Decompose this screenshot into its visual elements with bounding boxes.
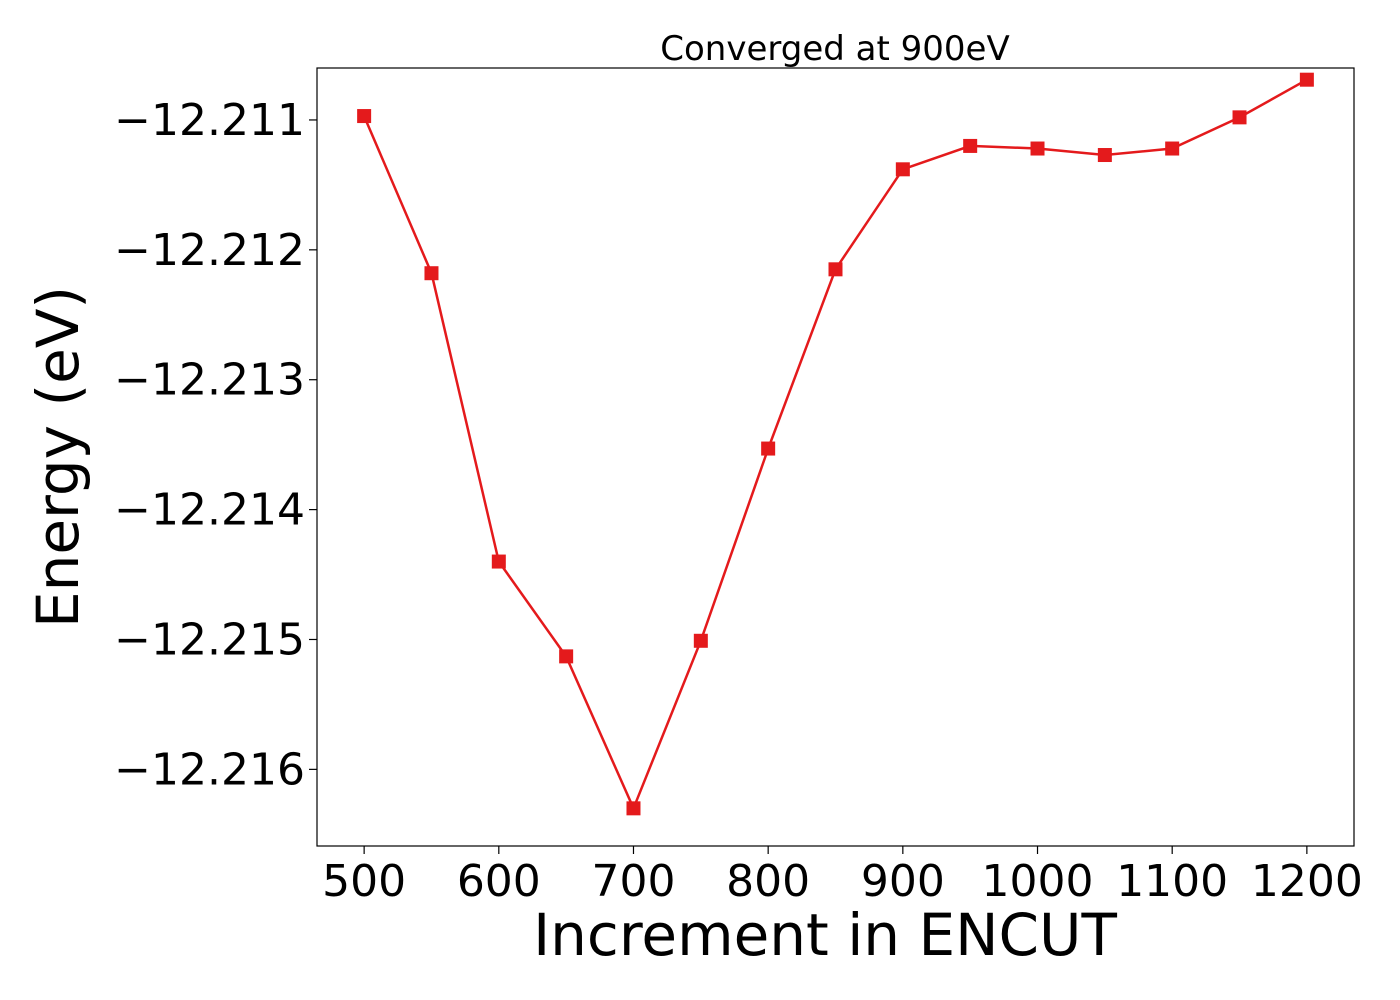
y-tick-label: −12.215 [114, 614, 305, 665]
chart-title: Converged at 900eV [660, 29, 1009, 69]
y-tick-label: −12.213 [114, 355, 305, 406]
data-point [424, 266, 439, 281]
x-tick-label: 1200 [1251, 856, 1363, 907]
data-point [357, 109, 372, 124]
x-tick-label: 900 [861, 856, 945, 907]
y-tick-label: −12.216 [114, 744, 305, 795]
x-tick-label: 1000 [982, 856, 1094, 907]
y-tick-label: −12.214 [114, 485, 305, 536]
series-layer [357, 72, 1314, 816]
x-tick-label: 600 [457, 856, 541, 907]
data-point [626, 801, 641, 816]
data-point [1165, 141, 1180, 156]
data-point [491, 554, 506, 569]
data-point [1232, 110, 1247, 125]
data-point [761, 441, 776, 456]
x-axis-label: Increment in ENCUT [533, 901, 1117, 969]
x-axis: 500 600 700 800 900 1000 1100 1200 [322, 846, 1363, 907]
data-point [1097, 148, 1112, 163]
y-axis-label: Energy (eV) [24, 286, 92, 628]
x-tick-label: 1100 [1116, 856, 1228, 907]
y-tick-label: −12.212 [114, 225, 305, 276]
plot-area [316, 67, 1355, 847]
x-tick-label: 700 [591, 856, 675, 907]
x-tick-label: 800 [726, 856, 810, 907]
data-point [828, 262, 843, 277]
y-axis: −12.211 −12.212 −12.213 −12.214 −12.215 −12.2… [114, 95, 317, 795]
y-tick-label: −12.211 [114, 95, 305, 146]
x-tick-label: 500 [322, 856, 406, 907]
data-point [1299, 72, 1314, 87]
data-point [963, 138, 978, 153]
data-point [559, 649, 574, 664]
data-point [693, 633, 708, 648]
data-point [895, 162, 910, 177]
data-point [1030, 141, 1045, 156]
